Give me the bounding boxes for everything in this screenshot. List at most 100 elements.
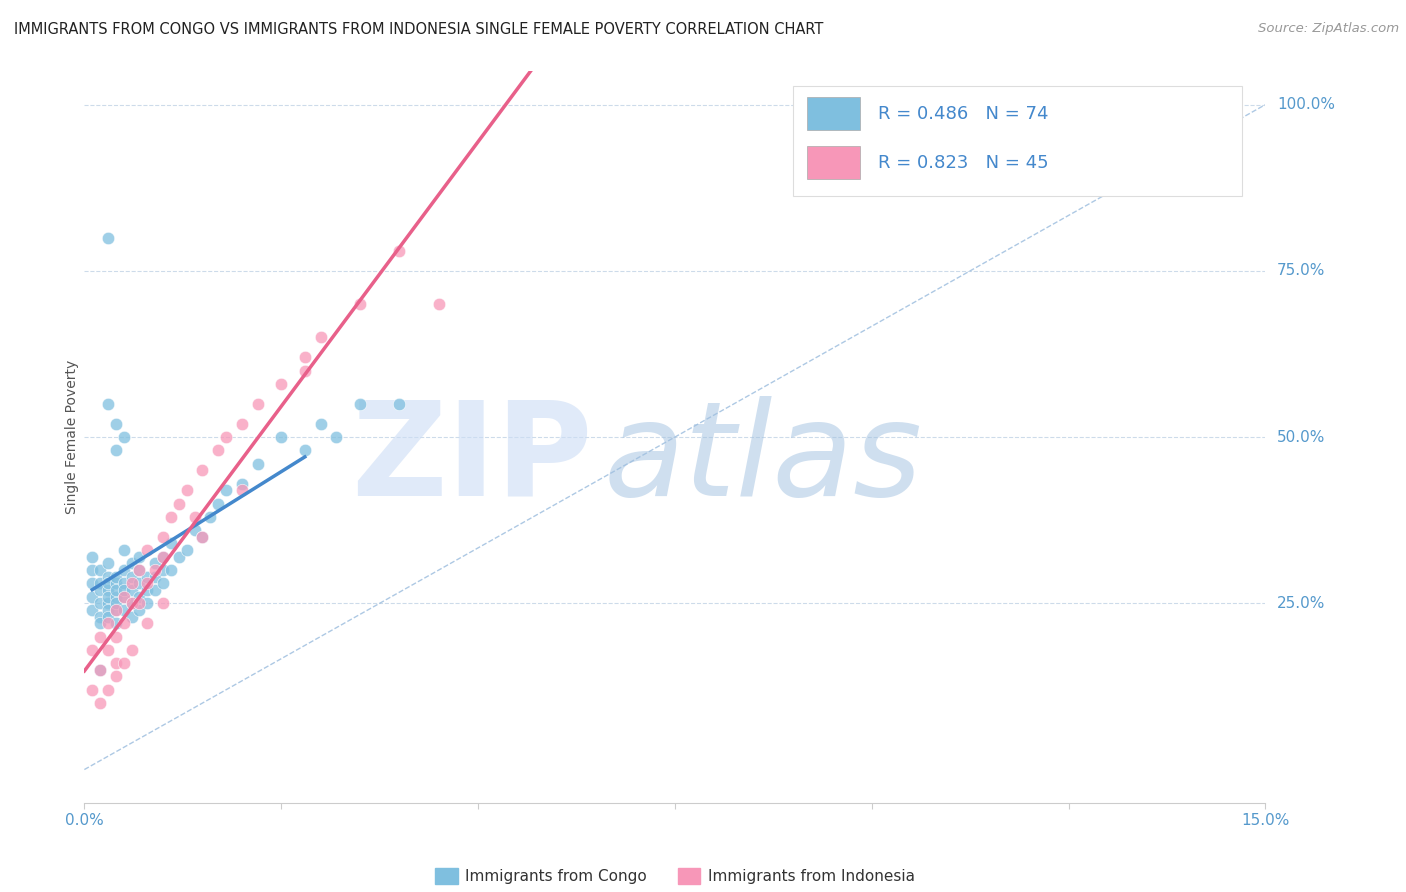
Point (167, 549, 190, 564)
Point (183, 523, 205, 537)
Point (97, 643, 120, 657)
FancyBboxPatch shape (807, 97, 860, 130)
Point (160, 563, 183, 577)
Point (294, 351, 316, 365)
Point (112, 590, 135, 604)
Point (121, 570, 143, 584)
Point (82, 563, 104, 577)
Point (231, 417, 253, 431)
Point (89, 663, 111, 677)
Point (97, 557, 120, 571)
Point (89, 582, 111, 597)
Point (143, 563, 166, 577)
Point (89, 576, 111, 591)
Point (97, 397, 120, 411)
Point (112, 576, 135, 591)
Point (112, 616, 135, 631)
Point (97, 576, 120, 591)
Point (112, 582, 135, 597)
Point (97, 596, 120, 610)
Point (112, 590, 135, 604)
Point (207, 443, 229, 458)
Point (231, 476, 253, 491)
Point (104, 417, 127, 431)
Point (349, 397, 371, 411)
Point (191, 530, 214, 544)
Point (104, 603, 127, 617)
Point (104, 616, 127, 631)
Point (136, 576, 159, 591)
Point (325, 430, 347, 444)
Point (89, 696, 111, 710)
Text: 50.0%: 50.0% (1277, 430, 1326, 444)
Point (82, 576, 104, 591)
Point (136, 582, 159, 597)
Point (136, 596, 159, 610)
Point (112, 430, 135, 444)
Point (121, 576, 143, 591)
Point (104, 630, 127, 644)
Point (309, 330, 332, 344)
Point (121, 643, 143, 657)
Legend: Immigrants from Congo, Immigrants from Indonesia: Immigrants from Congo, Immigrants from I… (429, 862, 921, 890)
FancyBboxPatch shape (807, 146, 860, 179)
Point (176, 483, 198, 498)
Point (112, 543, 135, 558)
Point (246, 457, 269, 471)
Point (128, 563, 150, 577)
Point (97, 582, 120, 597)
Point (97, 570, 120, 584)
Point (160, 509, 183, 524)
Point (152, 596, 174, 610)
Point (215, 483, 238, 498)
Point (82, 643, 104, 657)
Point (215, 430, 238, 444)
Point (104, 582, 127, 597)
Point (143, 557, 166, 571)
Text: atlas: atlas (605, 395, 922, 523)
Point (104, 596, 127, 610)
Y-axis label: Single Female Poverty: Single Female Poverty (65, 360, 79, 514)
Point (89, 616, 111, 631)
Point (89, 609, 111, 624)
Point (97, 616, 120, 631)
Point (270, 376, 292, 391)
Point (121, 609, 143, 624)
Point (191, 530, 214, 544)
Point (294, 363, 316, 377)
Point (121, 582, 143, 597)
Point (349, 297, 371, 311)
Point (427, 297, 450, 311)
Point (121, 596, 143, 610)
Point (191, 463, 214, 477)
Point (121, 596, 143, 610)
Point (309, 417, 332, 431)
Point (136, 616, 159, 631)
Point (200, 509, 222, 524)
Text: R = 0.486   N = 74: R = 0.486 N = 74 (877, 104, 1049, 123)
Point (104, 570, 127, 584)
Point (246, 397, 269, 411)
Point (104, 603, 127, 617)
Point (97, 590, 120, 604)
Point (89, 630, 111, 644)
Point (143, 582, 166, 597)
Point (152, 530, 174, 544)
Point (207, 497, 229, 511)
Text: R = 0.823   N = 45: R = 0.823 N = 45 (877, 153, 1049, 172)
Text: 100.0%: 100.0% (1277, 97, 1336, 112)
Point (128, 563, 150, 577)
Point (143, 570, 166, 584)
Point (89, 563, 111, 577)
Point (128, 596, 150, 610)
Point (112, 563, 135, 577)
Point (104, 656, 127, 670)
Point (152, 563, 174, 577)
Point (152, 549, 174, 564)
Point (97, 603, 120, 617)
Text: 25.0%: 25.0% (1277, 596, 1326, 611)
Point (231, 483, 253, 498)
Point (167, 497, 190, 511)
Point (104, 669, 127, 683)
Point (128, 590, 150, 604)
